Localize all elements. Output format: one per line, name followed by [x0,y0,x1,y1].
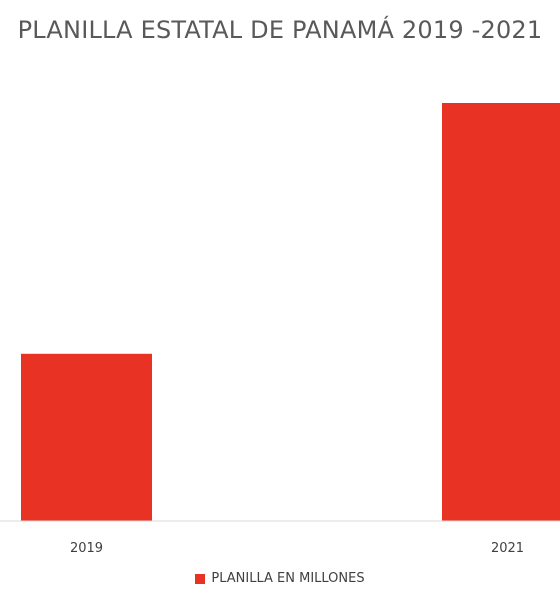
legend-swatch [195,573,206,584]
x-tick-label-2021: 2021 [491,541,524,556]
x-tick-label-2019: 2019 [70,541,103,556]
legend-label: PLANILLA EN MILLONES [211,571,365,586]
bar-2021 [442,103,560,521]
legend: PLANILLA EN MILLONES [0,571,560,586]
x-tick-labels: 2019 2021 [70,541,524,556]
bars-group [21,103,560,521]
bar-2019 [21,353,152,521]
chart-title: PLANILLA ESTATAL DE PANAMÁ 2019 -2021 [17,16,543,44]
